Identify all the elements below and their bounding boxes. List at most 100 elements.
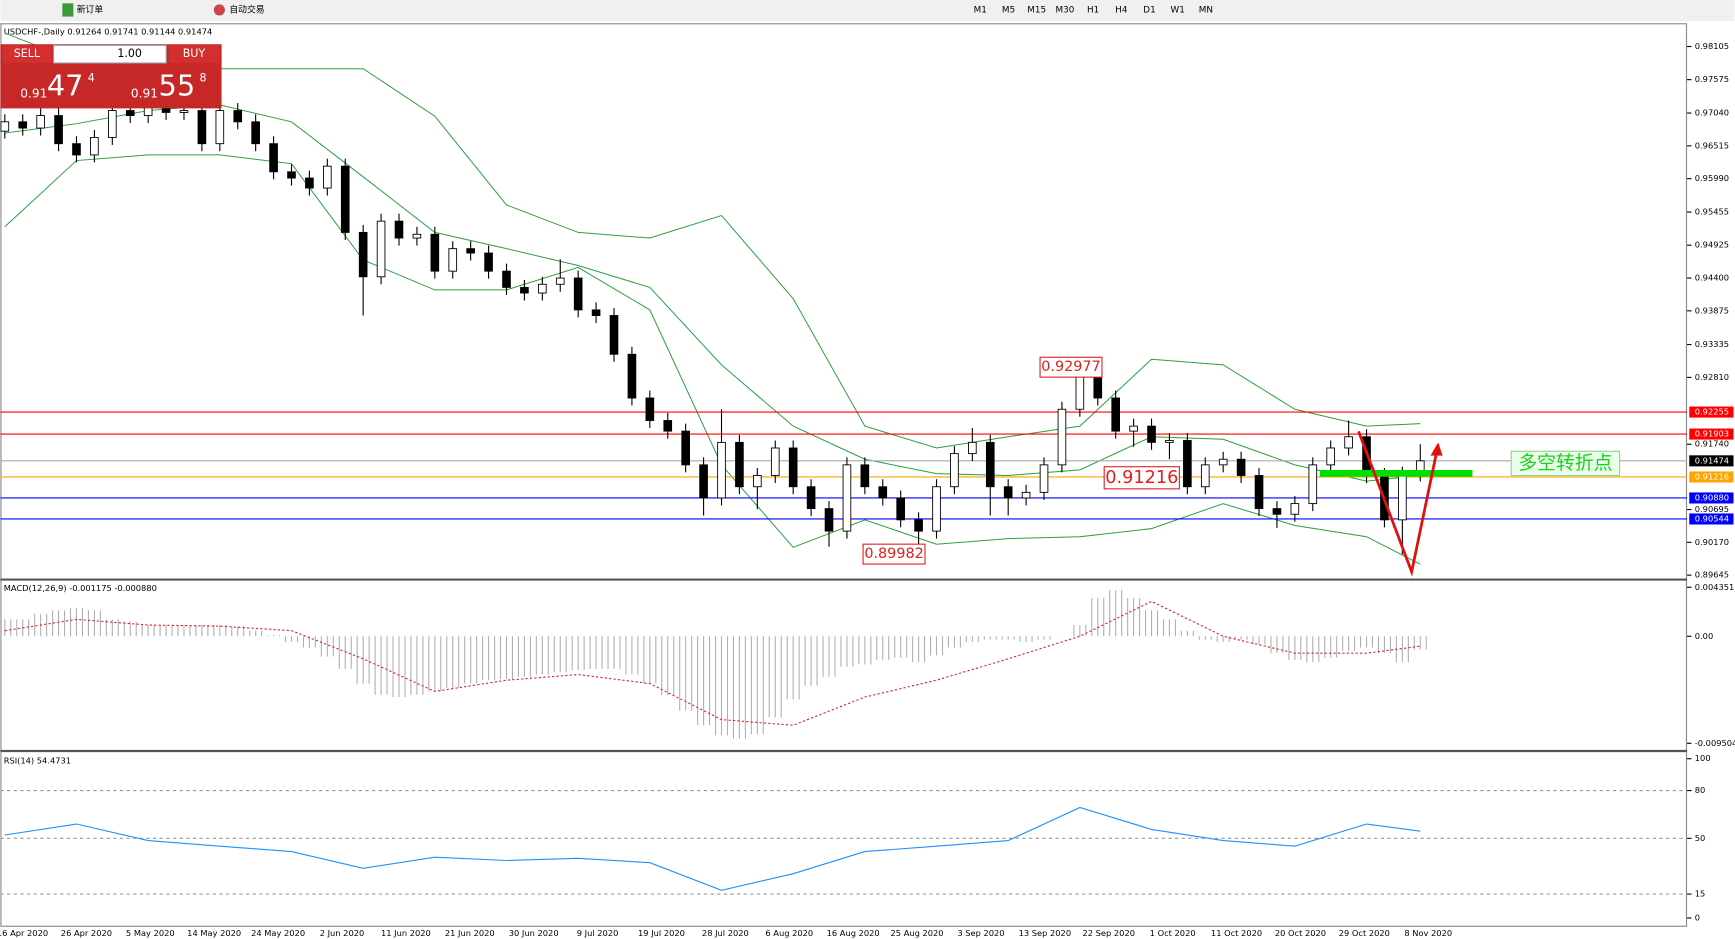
candle-body (681, 430, 690, 466)
note: 多空转折点 (1518, 452, 1612, 474)
candle-body (36, 115, 45, 129)
new-order[interactable]: 新订单 (77, 3, 104, 15)
annotation-box (1039, 356, 1103, 378)
y-tick-label: 0.94925 (1695, 240, 1729, 250)
x-tick-label: 30 Jun 2020 (509, 928, 559, 938)
candle-body (466, 248, 475, 254)
y-tick-label: 80 (1695, 785, 1706, 795)
toolbar (0, 0, 1735, 22)
candle-body (1021, 491, 1031, 499)
candle-body (753, 475, 762, 488)
x-tick-label: 8 Nov 2020 (1404, 928, 1452, 938)
period-button[interactable]: W1 (1171, 5, 1185, 15)
y-tick-label: 0.92810 (1695, 372, 1729, 382)
level-label-bg (1689, 513, 1734, 525)
y-tick-label: 0.94400 (1695, 273, 1729, 283)
candle-body (0, 121, 10, 132)
y-tick-label: 0.98105 (1695, 41, 1729, 51)
candle-body (1183, 440, 1192, 488)
candle-body (269, 143, 278, 173)
level-label-bg (1689, 455, 1734, 467)
candle-body (323, 165, 332, 189)
period-button[interactable]: MN (1199, 5, 1213, 15)
y-tick-label: 0.93875 (1695, 305, 1729, 315)
candle-body (591, 309, 601, 316)
period-button[interactable]: H4 (1115, 5, 1128, 15)
x-tick-label: 11 Jun 2020 (381, 928, 431, 938)
candle-body (287, 171, 296, 179)
y-tick-label: 0.004351 (1695, 582, 1735, 592)
candle-body (1147, 425, 1156, 443)
candle-body (806, 486, 816, 510)
candle-body (1398, 473, 1407, 521)
lots[interactable]: 1.00 (117, 47, 142, 60)
candle-body (1218, 458, 1228, 466)
candle-body (54, 115, 63, 145)
level-label-bg (1689, 492, 1734, 504)
period-button[interactable]: H1 (1087, 5, 1099, 15)
y-tick-label: 0.93335 (1695, 339, 1729, 349)
candle-body (90, 136, 99, 156)
sell-label[interactable]: SELL (14, 47, 41, 60)
period-button[interactable]: D1 (1143, 5, 1155, 15)
x-tick-label: 21 Jun 2020 (445, 928, 495, 938)
chart-frame (0, 23, 1688, 927)
candle-body (627, 353, 637, 399)
x-tick-label: 3 Sep 2020 (957, 928, 1004, 938)
trade-panel: SELL 1.00 BUY 0.91 47 4 0.91 55 8 (0, 44, 222, 109)
bid-prefix[interactable]: 0.91 (20, 87, 47, 101)
x-tick-label: 25 Aug 2020 (891, 928, 944, 938)
candle-body (430, 233, 440, 272)
y-tick-label: 0.95455 (1695, 207, 1729, 217)
icon[interactable] (213, 4, 225, 16)
y-tick-label: 0.90695 (1695, 504, 1729, 514)
x-tick-label: 2 Jun 2020 (320, 928, 365, 938)
candle-body (1200, 464, 1210, 488)
period-button[interactable]: M30 (1055, 5, 1074, 15)
candle-body (1272, 508, 1282, 515)
buy-label[interactable]: BUY (183, 47, 206, 60)
candle-body (18, 121, 28, 129)
signal-line (4, 600, 1421, 726)
ask-big[interactable]: 55 (159, 68, 196, 102)
candle-body (985, 441, 995, 488)
ask-small[interactable]: 8 (199, 72, 206, 85)
annotation: 0.92977 (1041, 359, 1100, 375)
period-button[interactable]: M1 (974, 5, 987, 15)
candle-body (72, 143, 81, 156)
candle-body (1057, 408, 1067, 466)
sell-button[interactable] (2, 45, 52, 64)
period-button[interactable]: M15 (1027, 5, 1046, 15)
bollinger-middle (4, 104, 1421, 482)
candle-body (1093, 375, 1103, 399)
level-label-bg (1689, 471, 1734, 483)
candle-body (1129, 425, 1138, 432)
candle-body (1003, 486, 1013, 499)
candle-body (1165, 440, 1174, 443)
y-tick-label: 0.90170 (1695, 537, 1729, 547)
y-tick-label: 0.95990 (1695, 173, 1729, 183)
y-tick-label: 0.89645 (1695, 570, 1729, 580)
bollinger-lower (4, 154, 1421, 565)
x-tick-label: 13 Sep 2020 (1019, 928, 1072, 938)
y-tick-label: -0.009504 (1695, 738, 1735, 748)
level-label: 0.91474 (1695, 455, 1729, 465)
buy-button[interactable] (168, 45, 220, 64)
icon[interactable] (62, 3, 74, 17)
arrow (1357, 430, 1440, 577)
candle-body (215, 110, 225, 145)
lots-input[interactable] (52, 44, 167, 64)
ask-prefix[interactable]: 0.91 (131, 87, 158, 101)
indicator-title: MACD(12,26,9) -0.001175 -0.000880 (4, 583, 157, 593)
candle-body (520, 286, 529, 294)
y-tick-label: 0 (1695, 912, 1700, 922)
annotation: 0.89982 (864, 546, 923, 562)
auto-trade[interactable]: 自动交易 (229, 3, 264, 15)
bid-big[interactable]: 47 (47, 68, 84, 102)
candle-body (1344, 436, 1353, 449)
annotation-box (1103, 466, 1180, 490)
bid-small[interactable]: 4 (88, 72, 95, 85)
indicator-title: RSI(14) 54.4731 (4, 755, 71, 765)
period-button[interactable]: M5 (1002, 5, 1015, 15)
